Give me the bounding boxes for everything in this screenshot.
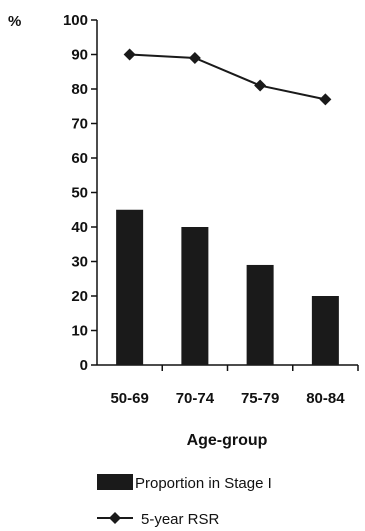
data-point [254,79,267,92]
y-tick-label: 100 [63,12,88,29]
bar-series [116,209,339,365]
legend: Proportion in Stage I 5-year RSR [97,474,272,528]
bar [246,264,274,365]
legend-bar-swatch [97,474,133,490]
y-tick-label: 70 [71,116,88,133]
x-tick-label: 50-69 [110,390,148,407]
series-line [129,53,326,101]
axes: 0 10 20 30 40 50 60 70 80 90 100 50-69 70-74 75-79 80-… [63,12,359,407]
y-tick-label: 90 [71,47,88,64]
bar [311,296,339,365]
x-tick-label: 80-84 [306,390,345,407]
y-tick-label: 60 [71,150,88,167]
y-tick-label: 20 [71,288,88,305]
data-point [319,93,332,106]
y-tick-label: 10 [71,323,88,340]
line-series [123,48,332,106]
x-tick-label: 75-79 [241,390,279,407]
x-axis-title: Age-group [187,432,268,449]
legend-label-stage-one: Proportion in Stage I [135,475,272,492]
y-tick-label: 80 [71,81,88,98]
data-point [188,51,201,64]
bar [116,209,144,365]
legend-diamond-marker [109,512,121,524]
y-tick-label: 30 [71,254,88,271]
bar [181,227,209,365]
data-point [123,48,136,61]
y-tick-label: 0 [80,357,88,374]
x-tick-label: 70-74 [176,390,215,407]
y-tick-label: 40 [71,219,88,236]
y-tick-label: 50 [71,185,88,202]
y-axis-unit: % [8,13,21,30]
legend-label-rsr: 5-year RSR [141,511,220,528]
